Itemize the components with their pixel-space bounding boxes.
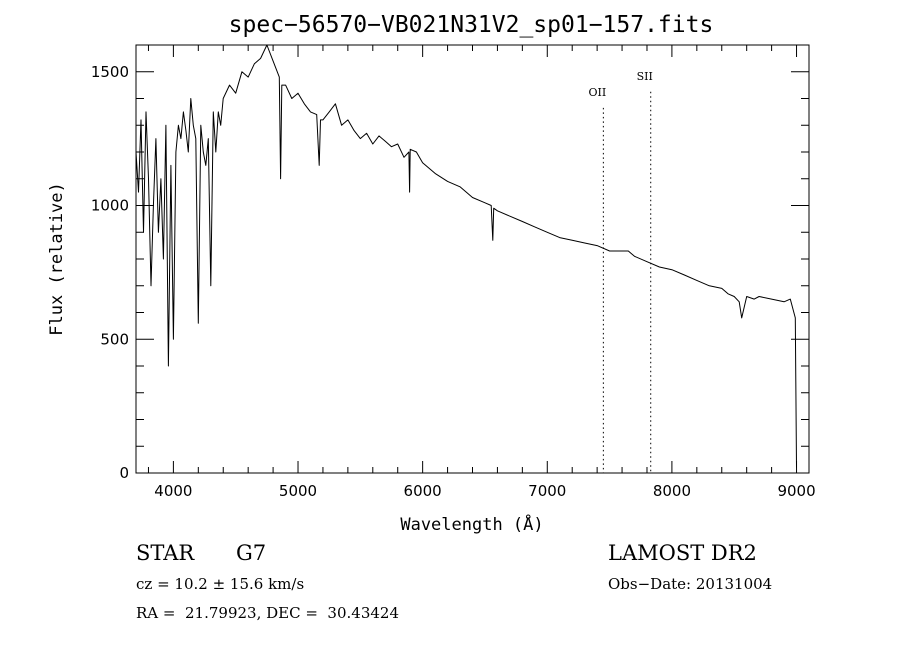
y-tick-label: 0: [119, 464, 129, 482]
x-tick-label: 9000: [777, 482, 815, 500]
y-tick-label: 500: [100, 330, 129, 348]
axis-ticks: [136, 45, 809, 474]
x-axis-label: Wavelength (Å): [400, 513, 543, 535]
y-tick-label: 1500: [91, 63, 129, 81]
y-tick-label: 1000: [91, 197, 129, 215]
line-annotations: OII SII: [589, 70, 653, 473]
object-class: STAR: [136, 541, 195, 565]
x-tick-label: 8000: [653, 482, 691, 500]
y-axis-label: Flux (relative): [47, 182, 67, 336]
x-tick-label: 4000: [154, 482, 192, 500]
observation-date: Obs−Date: 20131004: [608, 575, 773, 593]
x-tick-label: 6000: [404, 482, 442, 500]
annotation-label: SII: [637, 70, 653, 83]
y-tick-labels: 0 500 1000 1500: [91, 63, 129, 482]
x-tick-label: 7000: [528, 482, 566, 500]
x-tick-labels: 4000 5000 6000 7000 8000 9000: [154, 482, 815, 500]
redshift-velocity: cz = 10.2 ± 15.6 km/s: [136, 575, 305, 593]
spectrum-chart: spec−56570−VB021N31V2_sp01−157.fits 4000…: [47, 12, 816, 535]
chart-title: spec−56570−VB021N31V2_sp01−157.fits: [229, 12, 714, 38]
plot-frame: [135, 44, 810, 474]
ra-dec-coordinates: RA = 21.79923, DEC = 30.43424: [136, 604, 400, 622]
x-tick-label: 5000: [279, 482, 317, 500]
spectrum-line: [135, 44, 797, 468]
object-subclass: G7: [236, 541, 267, 565]
survey-name: LAMOST DR2: [608, 541, 757, 565]
annotation-label: OII: [589, 86, 607, 99]
